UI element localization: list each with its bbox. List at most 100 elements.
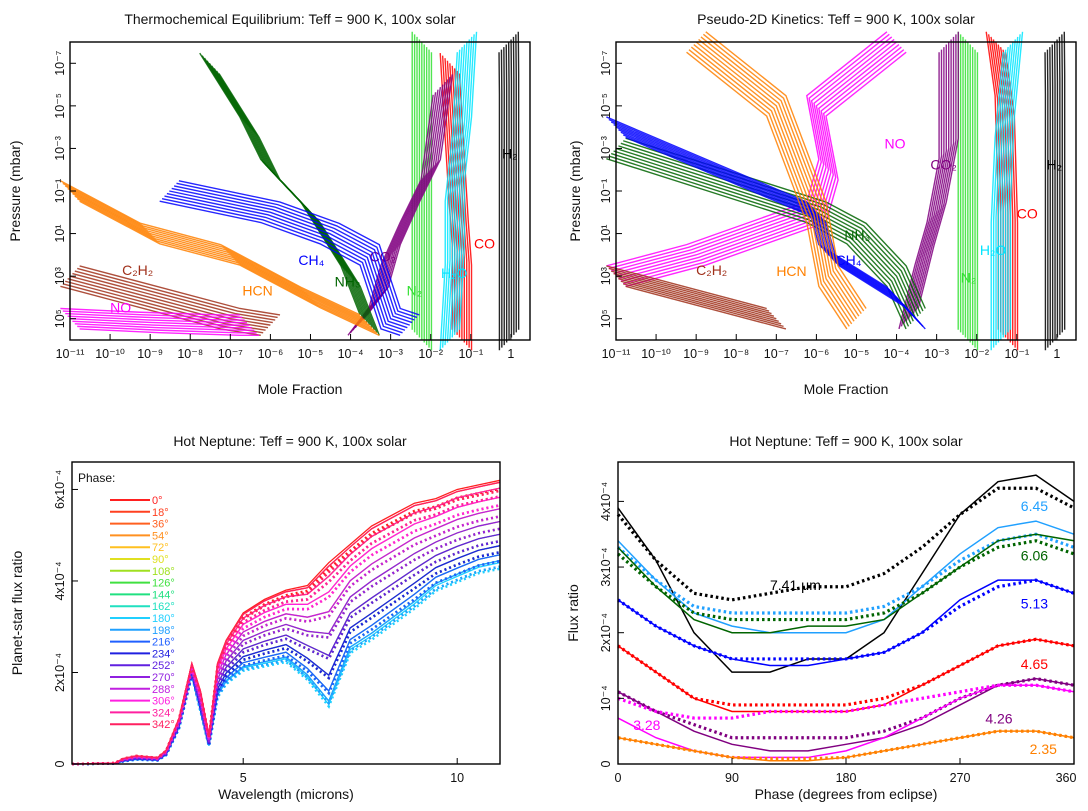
phase-line [72,521,500,764]
panel-b-title: Pseudo-2D Kinetics: Teff = 900 K, 100x s… [697,11,975,27]
species-label-h2o: H₂O [980,242,1007,258]
species-n2: N₂ [958,32,977,350]
series-4-26: 4.26 [618,679,1074,751]
panel-a-ylabel: Pressure (mbar) [7,140,23,241]
species-label-h2: H₂ [502,146,518,162]
x-tick-label: 10⁻² [418,347,443,361]
legend-label: 126° [152,578,175,590]
species-label-hcn: HCN [242,282,272,298]
species-h2: H₂ [1045,32,1065,350]
x-tick-label: 90 [725,771,739,785]
panel-d-title: Hot Neptune: Teff = 900 K, 100x solar [729,433,963,449]
species-label-nh3: NH₃ [335,273,361,289]
x-tick-label: 10⁻⁹ [137,347,163,361]
x-tick-label: 10⁻⁶ [804,347,830,361]
panel-b-xlabel: Mole Fraction [804,381,889,397]
series-4-65: 4.65 [618,639,1074,711]
series-2-35: 2.35 [618,731,1074,761]
legend-label: 162° [152,601,175,613]
x-tick-label: 0 [615,771,622,785]
y-tick-label: 0 [599,760,613,767]
panel-a-xlabel: Mole Fraction [258,381,343,397]
y-tick-label: 4x10⁻⁴ [53,561,67,600]
y-tick-label: 10⁻⁵ [53,93,67,119]
species-line-c2h2 [614,274,774,317]
legend-label: 36° [152,519,169,531]
y-tick-label: 10⁻³ [599,136,613,161]
series-solid-line [618,731,1074,761]
phase-line [72,521,500,764]
species-hcn: HCN [687,32,867,329]
phase-line [72,546,500,764]
x-tick-label: 10⁻¹¹ [602,347,631,361]
legend-label: 54° [152,530,169,542]
y-tick-label: 10⁻¹ [53,179,67,204]
species-line-c2h2 [609,268,769,311]
series-dotted-line [618,639,1074,705]
species-line-c2h2 [618,279,778,322]
legend-label: 216° [152,637,175,649]
species-label-no: NO [884,135,905,151]
legend-title: Phase: [78,471,115,485]
species-ch4: CH₄ [160,181,420,336]
panel-c-ylabel: Planet-star flux ratio [9,551,25,676]
species-label-h2: H₂ [1046,157,1062,173]
panel-pseudo-2d-kinetics: Pseudo-2D Kinetics: Teff = 900 K, 100x s… [567,11,1076,397]
x-tick-label: 5 [240,771,247,785]
phase-line [72,534,500,764]
x-tick-label: 10⁻³ [924,347,949,361]
series-label: 2.35 [1030,741,1057,757]
species-line-c2h2 [623,284,783,327]
species-no: NO [60,299,259,335]
x-tick-label: 10⁻¹ [1004,347,1029,361]
species-line-c2h2 [616,276,776,319]
y-tick-label: 10¹ [53,225,67,243]
y-tick-label: 10³ [53,267,67,285]
species-line-co2 [911,39,951,316]
series-solid-line [618,521,1074,633]
x-tick-label: 10⁻¹⁰ [641,347,671,361]
phase-line-dotted [72,529,500,764]
panel-thermochemical-equilibrium: Thermochemical Equilibrium: Teff = 900 K… [7,11,530,397]
x-tick-label: 10⁻⁸ [723,347,749,361]
legend-label: 108° [152,566,175,578]
y-tick-label: 10⁵ [599,309,613,328]
x-tick-label: 270 [950,771,971,785]
x-tick-label: 10⁻⁹ [683,347,709,361]
species-label-co: CO [474,235,495,251]
y-tick-label: 2x10⁻⁴ [599,613,613,652]
phase-line [72,488,500,764]
y-tick-label: 3x10⁻⁴ [599,548,613,587]
species-label-ch4: CH₄ [836,252,862,268]
species-line-c2h2 [611,271,771,314]
x-tick-label: 10⁻¹¹ [56,347,85,361]
panel-a-title: Thermochemical Equilibrium: Teff = 900 K… [124,11,456,27]
series-label: 7.41 μm [770,577,821,593]
y-tick-label: 2x10⁻⁴ [53,653,67,692]
panel-c-title: Hot Neptune: Teff = 900 K, 100x solar [173,433,407,449]
x-tick-label: 10⁻⁷ [218,347,244,361]
legend-label: 252° [152,660,175,672]
legend-label: 18° [152,507,169,519]
x-tick-label: 10⁻³ [378,347,403,361]
y-tick-label: 10⁻¹ [599,179,613,204]
y-tick-label: 4x10⁻⁴ [599,482,613,521]
panel-hot-neptune-spectrum: Hot Neptune: Teff = 900 K, 100x solar 0°… [9,433,500,802]
species-label-no: NO [110,299,131,315]
phase-line-dotted [72,489,500,764]
x-tick-label: 10⁻⁵ [298,347,324,361]
x-tick-label: 10⁻¹ [458,347,483,361]
phase-line [72,546,500,764]
x-tick-label: 180 [836,771,857,785]
species-line-co2 [913,37,953,314]
phase-line-dotted [72,569,500,764]
y-tick-label: 6x10⁻⁴ [53,470,67,509]
y-tick-label: 10⁻⁵ [599,93,613,119]
x-tick-label: 10⁻⁴ [884,347,910,361]
series-solid-line [618,580,1074,665]
y-tick-label: 10⁻⁷ [53,50,67,76]
legend-label: 180° [152,613,175,625]
x-tick-label: 10⁻⁷ [764,347,790,361]
panel-d-ylabel: Flux ratio [565,584,581,642]
legend-label: 288° [152,684,175,696]
